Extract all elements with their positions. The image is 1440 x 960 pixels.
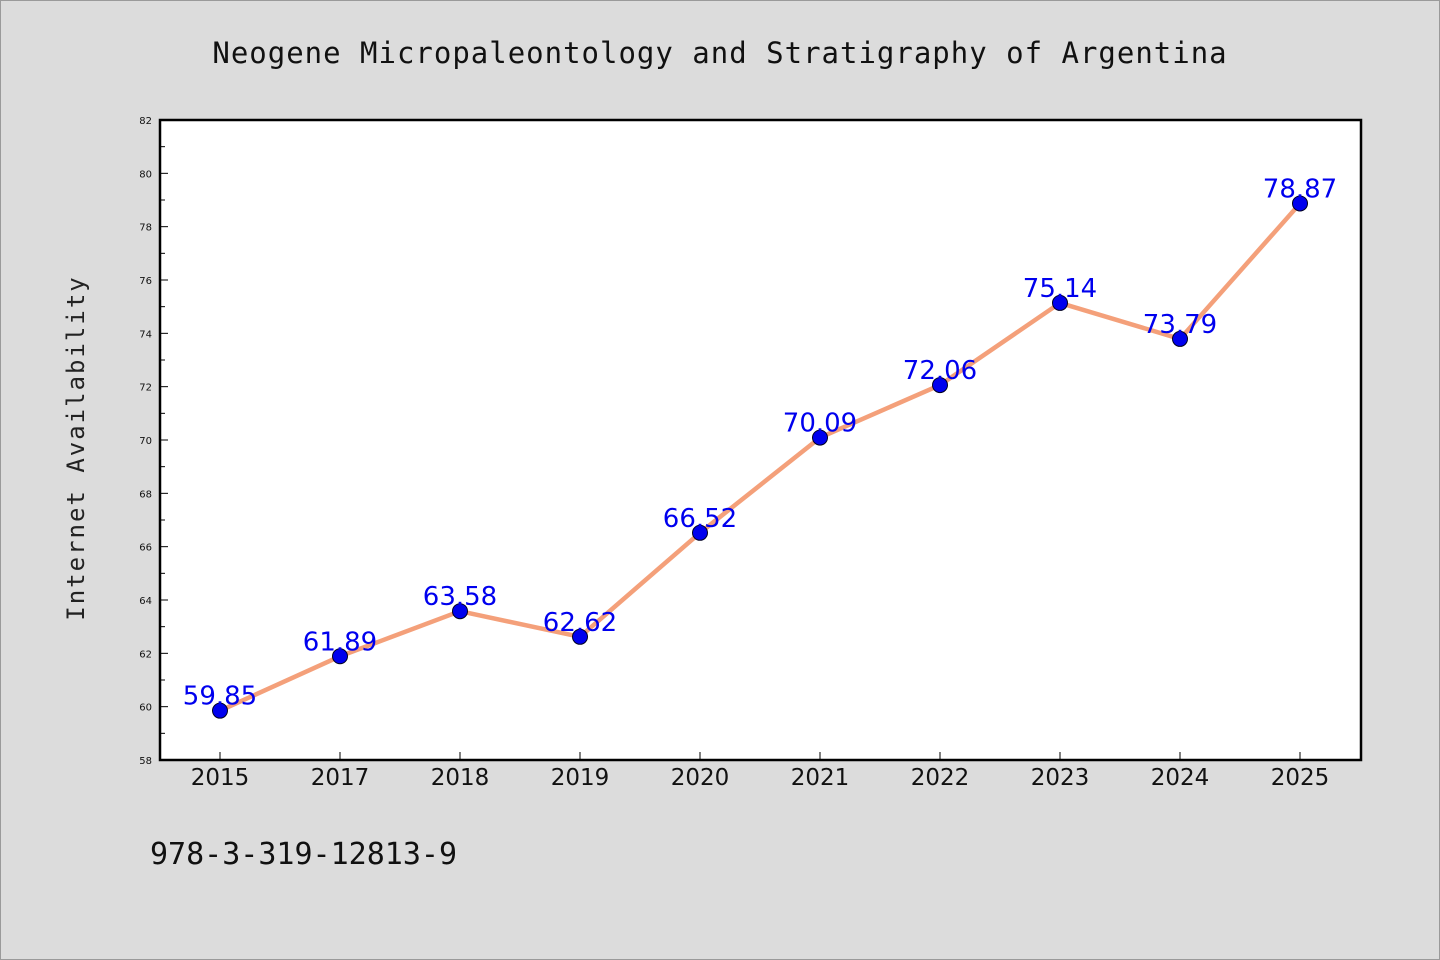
data-label: 70.09 [783,409,857,439]
data-point [692,524,708,541]
plot-area [160,120,1361,760]
y-tick-label: 82 [139,116,152,127]
x-tick-label: 2015 [191,765,250,791]
y-axis-label: Internet Availability [62,275,90,620]
series-layer: 59.85 61.89 63.58 62.62 66.52 70.09 72.06 75.14… [183,174,1337,719]
x-tick-label: 2020 [671,765,730,791]
data-label: 63.58 [423,582,497,612]
x-tick-label: 2024 [1151,765,1210,791]
data-point [452,603,468,620]
data-point [1052,294,1068,311]
series-line [217,201,1303,713]
y-tick-label: 76 [139,276,152,287]
y-tick-label: 80 [139,169,152,180]
y-tick-label: 72 [139,383,152,394]
y-axis-ticks: 58 60 62 64 66 68 70 72 74 76 78 80 82 [139,116,168,767]
y-tick-label: 74 [139,329,152,340]
data-label: 62.62 [543,608,617,638]
data-point [1172,330,1188,347]
y-tick-label: 78 [139,223,152,234]
data-label: 66.52 [663,504,737,534]
y-tick-label: 70 [139,436,152,447]
y-tick-label: 58 [139,756,152,767]
x-tick-label: 2019 [551,765,610,791]
data-label: 73.79 [1143,310,1217,340]
data-label: 72.06 [903,356,977,386]
plot-border [158,118,1363,762]
data-label: 61.89 [303,627,377,657]
data-point [812,429,828,446]
x-axis-ticks: 2015 2017 2018 2019 2020 2021 2022 2023 2024 2025 [191,752,1330,791]
data-point [212,702,228,719]
data-label: 59.85 [183,682,257,712]
x-tick-label: 2017 [311,765,370,791]
y-tick-label: 68 [139,489,152,500]
y-tick-label: 66 [139,543,152,554]
data-point [572,628,588,645]
y-tick-label: 64 [139,596,152,607]
footnote-isbn: 978-3-319-12813-9 [150,837,457,872]
x-tick-label: 2018 [431,765,490,791]
chart-title: Neogene Micropaleontology and Stratigrap… [212,36,1227,70]
data-point [1292,195,1308,212]
data-point [932,377,948,394]
data-label: 78.87 [1263,174,1337,204]
x-tick-label: 2021 [791,765,850,791]
x-tick-label: 2022 [911,765,970,791]
x-tick-label: 2025 [1271,765,1330,791]
data-label: 75.14 [1023,274,1097,304]
y-tick-label: 62 [139,649,152,660]
data-point [332,648,348,665]
x-tick-label: 2023 [1031,765,1090,791]
y-tick-label: 60 [139,703,152,714]
